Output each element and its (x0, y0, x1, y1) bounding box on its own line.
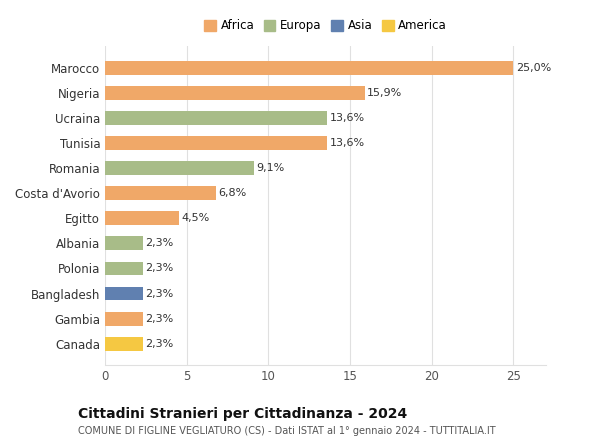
Bar (105, 86, 365, 99)
Text: 6,8%: 6,8% (218, 188, 247, 198)
Bar (105, 211, 179, 225)
Text: 13,6%: 13,6% (329, 113, 365, 123)
Bar (105, 312, 143, 326)
Bar (105, 61, 514, 74)
Legend: Africa, Europa, Asia, America: Africa, Europa, Asia, America (202, 17, 449, 35)
Text: 13,6%: 13,6% (329, 138, 365, 148)
Text: Cittadini Stranieri per Cittadinanza - 2024: Cittadini Stranieri per Cittadinanza - 2… (78, 407, 407, 421)
Bar (105, 337, 143, 351)
Bar (105, 236, 143, 250)
Text: 2,3%: 2,3% (145, 314, 173, 324)
Bar (105, 287, 143, 301)
Text: 2,3%: 2,3% (145, 238, 173, 248)
Text: 2,3%: 2,3% (145, 264, 173, 274)
Text: 4,5%: 4,5% (181, 213, 209, 223)
Bar (105, 111, 327, 125)
Bar (105, 261, 143, 275)
Text: 25,0%: 25,0% (516, 62, 551, 73)
Bar (105, 161, 254, 175)
Text: COMUNE DI FIGLINE VEGLIATURO (CS) - Dati ISTAT al 1° gennaio 2024 - TUTTITALIA.I: COMUNE DI FIGLINE VEGLIATURO (CS) - Dati… (78, 426, 496, 436)
Bar (105, 186, 216, 200)
Text: 2,3%: 2,3% (145, 289, 173, 299)
Bar (105, 136, 327, 150)
Text: 2,3%: 2,3% (145, 339, 173, 349)
Text: 9,1%: 9,1% (256, 163, 284, 173)
Text: 15,9%: 15,9% (367, 88, 403, 98)
